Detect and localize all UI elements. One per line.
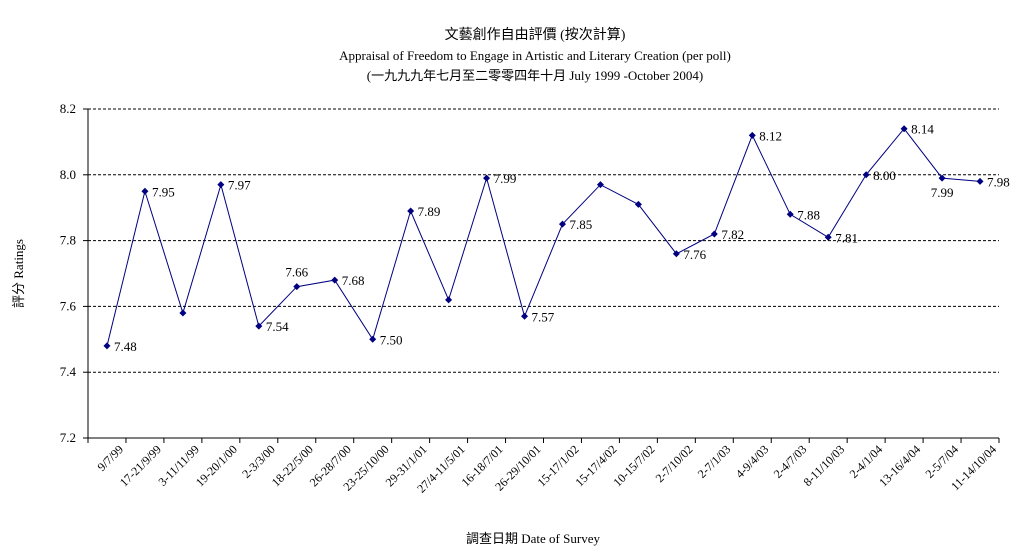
data-point	[748, 131, 756, 139]
chart-title: 文藝創作自由評價 (按次計算)	[444, 28, 626, 43]
data-label: 7.68	[342, 273, 365, 288]
data-label: 7.85	[569, 217, 592, 232]
x-axis-title: 調查日期 Date of Survey	[466, 531, 600, 546]
data-point	[824, 233, 832, 241]
data-point	[483, 174, 491, 182]
x-tick-label: 19-20/1/00	[193, 442, 240, 489]
data-point	[369, 335, 377, 343]
data-point	[255, 322, 263, 330]
data-point	[445, 296, 453, 304]
data-point	[293, 283, 301, 291]
y-axis-title: 評分 Ratings	[11, 239, 26, 308]
y-tick-label: 7.4	[60, 364, 77, 379]
chart-title-block: 文藝創作自由評價 (按次計算) Appraisal of Freedom to …	[90, 26, 980, 86]
y-tick-label: 7.6	[60, 298, 77, 313]
data-point	[141, 187, 149, 195]
data-point	[217, 181, 225, 189]
data-point	[179, 309, 187, 317]
x-tick-label: 10-15/7/02	[610, 442, 657, 489]
data-label: 8.12	[759, 128, 782, 143]
data-label: 8.14	[911, 122, 934, 137]
data-label: 7.99	[931, 185, 954, 200]
data-label: 7.89	[418, 204, 441, 219]
x-tick-label: 4-9/4/03	[733, 442, 772, 481]
data-label: 7.97	[228, 178, 251, 193]
data-point	[521, 312, 529, 320]
data-label: 7.57	[532, 309, 555, 324]
data-point	[786, 210, 794, 218]
x-tick-label: 13-16/4/04	[876, 442, 923, 489]
data-label: 7.88	[797, 207, 820, 222]
data-point	[710, 230, 718, 238]
data-label: 7.48	[114, 339, 137, 354]
data-label: 7.50	[380, 332, 403, 347]
y-tick-label: 7.2	[60, 430, 76, 445]
x-tick-label: 8-11/10/03	[800, 442, 847, 489]
y-tick-label: 8.0	[60, 167, 76, 182]
data-label: 7.81	[835, 230, 858, 245]
data-point	[862, 171, 870, 179]
x-tick-label: 2-7/10/02	[653, 442, 696, 485]
data-label: 7.82	[721, 227, 744, 242]
data-label: 7.95	[152, 184, 175, 199]
x-tick-label: 17-21/9/99	[117, 442, 164, 489]
data-label: 8.00	[873, 168, 896, 183]
chart-subtitle-period: (一九九九年七月至二零零四年十月 July 1999 -October 2004…	[366, 68, 704, 83]
chart-subtitle: Appraisal of Freedom to Engage in Artist…	[339, 48, 731, 63]
series-line	[106, 127, 981, 347]
data-point	[672, 250, 680, 258]
x-tick-label: 2-7/1/03	[695, 442, 734, 481]
data-label: 7.54	[266, 319, 289, 334]
data-label: 7.66	[285, 265, 308, 280]
x-tick-label: 9/7/99	[94, 442, 126, 474]
data-label: 7.99	[494, 171, 517, 186]
data-point	[976, 177, 984, 185]
y-tick-label: 7.8	[60, 233, 76, 248]
y-tick-label: 8.2	[60, 101, 76, 116]
data-point	[558, 220, 566, 228]
data-label: 7.76	[683, 247, 706, 262]
data-point	[634, 200, 642, 208]
data-point	[938, 174, 946, 182]
data-point	[103, 342, 111, 350]
data-point	[331, 276, 339, 284]
data-label: 7.98	[987, 174, 1010, 189]
data-point	[407, 207, 415, 215]
data-point	[596, 181, 604, 189]
data-point	[900, 125, 908, 133]
